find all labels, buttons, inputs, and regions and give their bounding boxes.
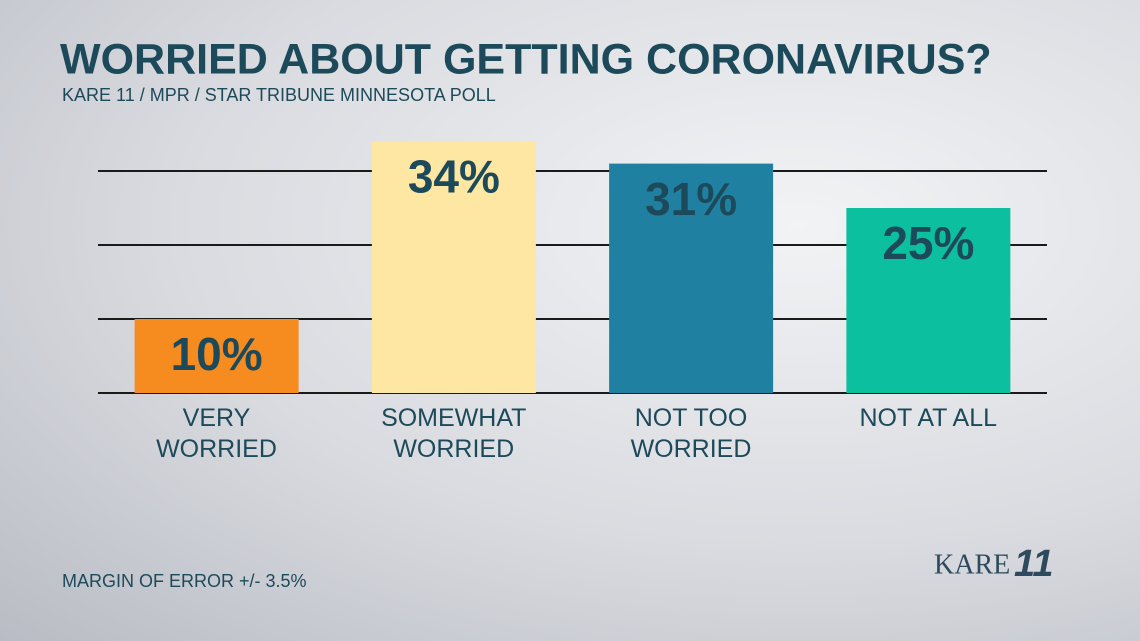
value-label: 31% — [645, 173, 737, 225]
x-tick-label: NOT AT ALL — [859, 404, 998, 432]
value-label: 34% — [408, 151, 500, 203]
value-label: 10% — [171, 328, 263, 380]
bar — [846, 208, 1011, 393]
bar — [609, 163, 774, 393]
x-tick-label: NOT TOO WORRIED — [630, 404, 752, 463]
value-label: 25% — [882, 217, 974, 269]
logo-text: KARE — [934, 549, 1010, 580]
x-tick-label: SOMEWHAT WORRIED — [381, 404, 527, 463]
logo-number: 11 — [1014, 543, 1053, 585]
bar — [371, 141, 536, 393]
bar — [134, 319, 299, 393]
chart-subtitle: KARE 11 / MPR / STAR TRIBUNE MINNESOTA P… — [62, 85, 496, 105]
chart-title: WORRIED ABOUT GETTING CORONAVIRUS? — [60, 35, 992, 83]
x-tick-label: VERY WORRIED — [156, 404, 277, 463]
footnote: MARGIN OF ERROR +/- 3.5% — [62, 571, 307, 591]
